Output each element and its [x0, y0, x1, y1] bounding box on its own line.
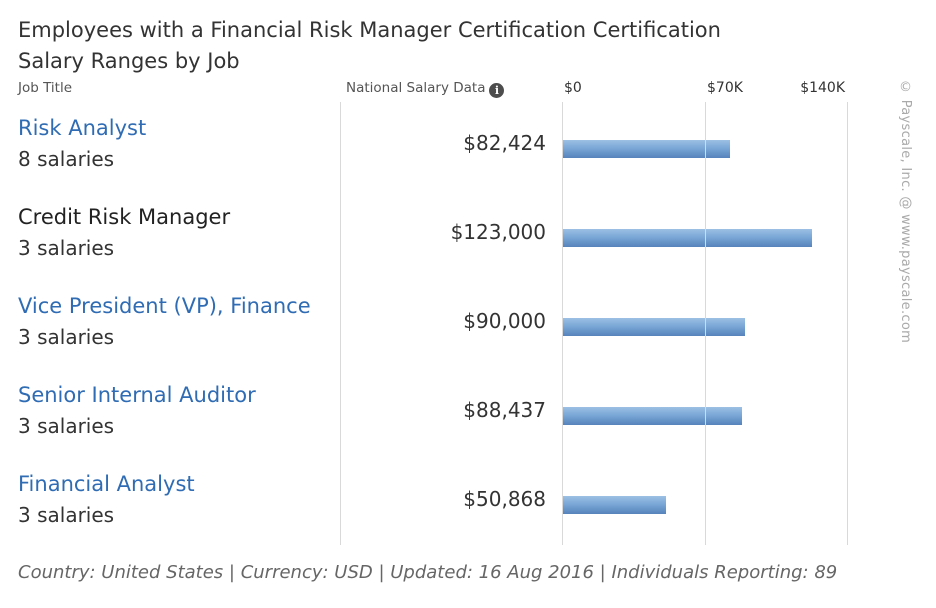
job-title[interactable]: Vice President (VP), Finance: [18, 294, 311, 318]
x-tick-label: $70K: [707, 80, 743, 96]
salary-count: 3 salaries: [18, 503, 115, 527]
job-title[interactable]: Financial Analyst: [18, 472, 195, 496]
salary-bar: [562, 318, 745, 336]
copyright-credit: © Payscale, Inc. @ www.payscale.com: [898, 80, 913, 344]
x-tick-label: $0: [564, 80, 582, 96]
value-label: $82,424: [463, 131, 546, 155]
salary-count: 3 salaries: [18, 414, 115, 438]
x-gridline: [562, 102, 563, 545]
value-label: $50,868: [463, 487, 546, 511]
value-label: $90,000: [463, 309, 546, 333]
chart-title: Employees with a Financial Risk Manager …: [18, 18, 721, 42]
x-tick-label: $140K: [800, 80, 845, 96]
column-divider: [340, 102, 341, 545]
job-title[interactable]: Risk Analyst: [18, 116, 147, 140]
chart-subtitle: Salary Ranges by Job: [18, 49, 240, 73]
value-label: $88,437: [463, 398, 546, 422]
salary-count: 8 salaries: [18, 147, 115, 171]
salary-bar: [562, 407, 742, 425]
salary-bar: [562, 140, 730, 158]
salary-bar: [562, 229, 812, 247]
value-label: $123,000: [450, 220, 546, 244]
x-gridline: [847, 102, 848, 545]
job-title: Credit Risk Manager: [18, 205, 231, 229]
x-gridline: [705, 102, 706, 545]
chart-footer: Country: United States | Currency: USD |…: [18, 562, 838, 583]
job-title-header: Job Title: [18, 80, 73, 96]
salary-count: 3 salaries: [18, 236, 115, 260]
info-icon[interactable]: i: [489, 83, 505, 98]
salary-data-header-label: National Salary Data: [346, 80, 486, 96]
job-title[interactable]: Senior Internal Auditor: [18, 383, 256, 407]
salary-data-header: National Salary Data i: [346, 80, 505, 98]
salary-count: 3 salaries: [18, 325, 115, 349]
salary-bar: [562, 496, 666, 514]
